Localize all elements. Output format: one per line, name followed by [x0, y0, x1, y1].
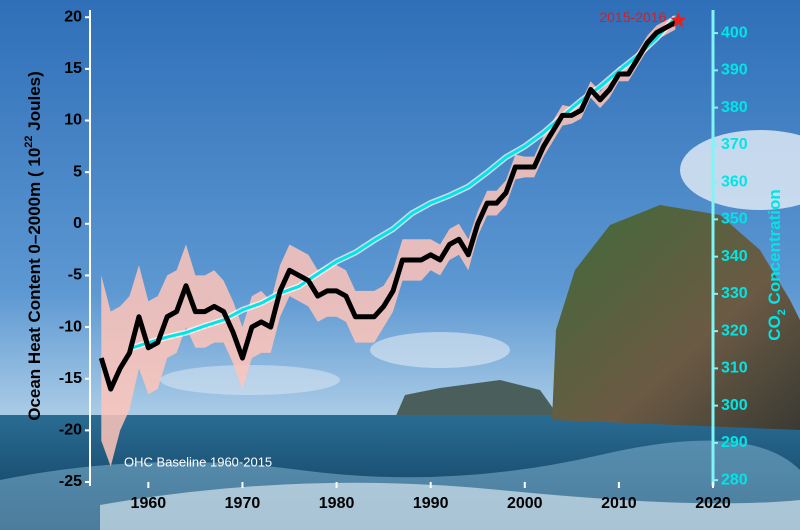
x-tick-label: 2000 [507, 495, 543, 512]
y2-tick-label: 300 [721, 397, 748, 414]
y-tick-label: -15 [59, 370, 82, 387]
y2-tick-label: 360 [721, 173, 748, 190]
y2-label-text: Concentration [765, 189, 784, 309]
y2-tick-label: 400 [721, 24, 748, 41]
y2-tick-label: 290 [721, 434, 748, 451]
y-label-sup: 22 [23, 135, 35, 147]
y2-tick-label: 330 [721, 285, 748, 302]
y2-tick-label: 320 [721, 322, 748, 339]
x-tick-label: 1980 [319, 495, 355, 512]
baseline-note: OHC Baseline 1960-2015 [124, 454, 272, 469]
x-tick-label: 2010 [601, 495, 637, 512]
y-tick-label: -5 [68, 267, 82, 284]
x-tick-label: 1960 [131, 495, 167, 512]
y-tick-label: 15 [64, 60, 82, 77]
y-tick-label: 0 [73, 215, 82, 232]
line [98, 20, 677, 392]
y2-tick-label: 380 [721, 99, 748, 116]
x-tick-label: 1990 [413, 495, 449, 512]
y-tick-label: 5 [73, 163, 82, 180]
y2-tick-label: 340 [721, 248, 748, 265]
star-marker [670, 11, 687, 28]
annotation: 2015-2016 [599, 9, 666, 25]
y-tick-label: 10 [64, 112, 82, 129]
y2-label-sub: 2 [776, 309, 788, 315]
y2-label-text: CO [765, 315, 784, 341]
x-tick-label: 1970 [225, 495, 261, 512]
y-axis-label: Ocean Heat Content 0–2000m ( 1022 Joules… [23, 71, 45, 421]
y2-tick-label: 310 [721, 360, 748, 377]
y-label-text: Joules) [25, 71, 44, 135]
y-tick-label: -25 [59, 473, 82, 490]
y2-axis-label: CO2 Concentration [765, 189, 787, 341]
y-label-text: Ocean Heat Content 0–2000m ( 10 [25, 148, 44, 421]
y-tick-label: 20 [64, 8, 82, 25]
y2-tick-label: 280 [721, 471, 748, 488]
y2-tick-label: 390 [721, 62, 748, 79]
y-tick-label: -20 [59, 422, 82, 439]
y2-tick-label: 350 [721, 211, 748, 228]
x-tick-label: 2020 [695, 495, 731, 512]
y-tick-label: -10 [59, 318, 82, 335]
y2-tick-label: 370 [721, 136, 748, 153]
